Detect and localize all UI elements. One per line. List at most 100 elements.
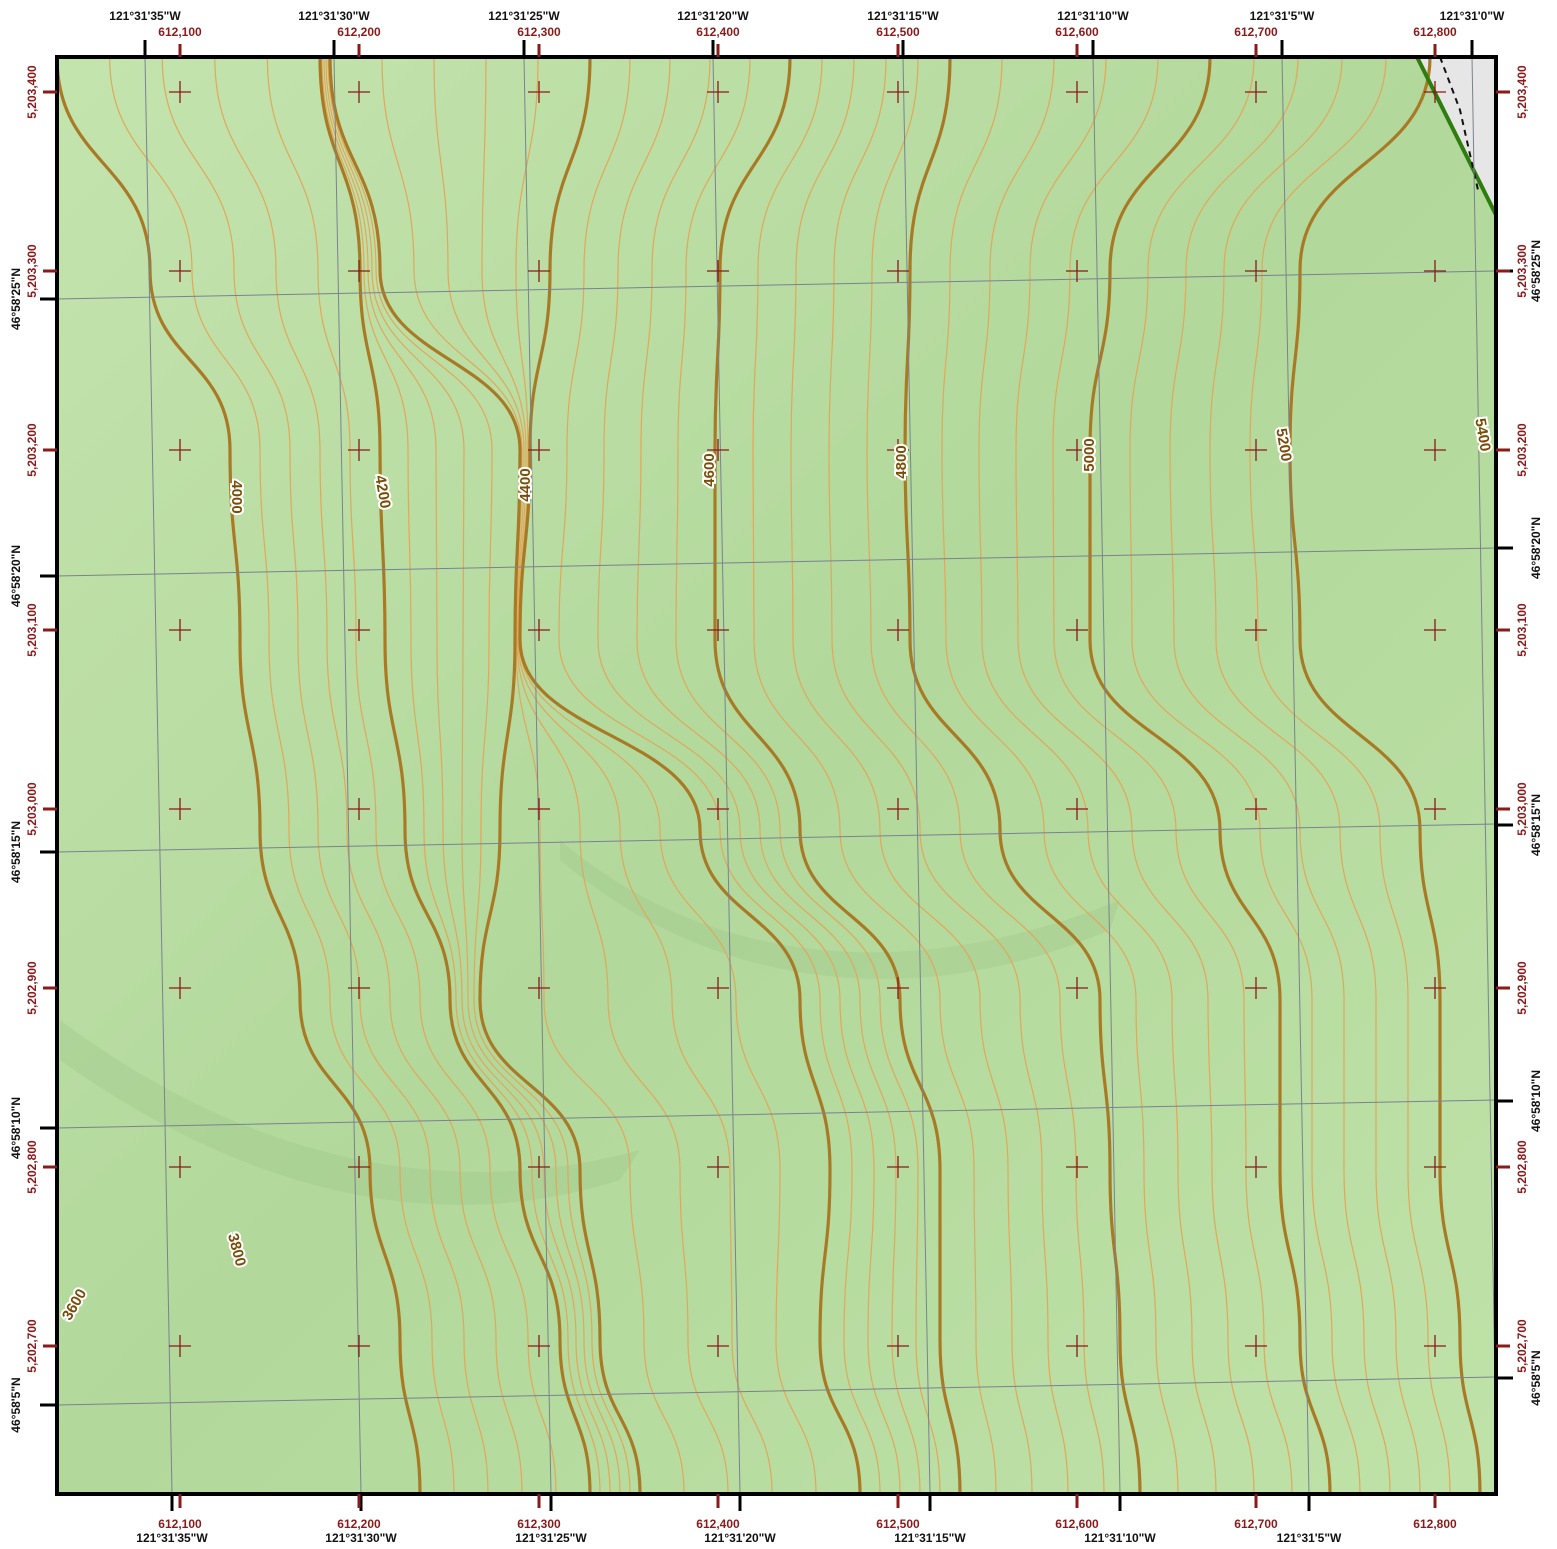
geo-label-bottom: 121°31'35"W (136, 1531, 208, 1545)
index-contours (57, 57, 1482, 1494)
utm-grid-cross (887, 81, 909, 103)
frame-labels: 121°31'35"W 121°31'30"W 121°31'25"W 121°31'… (9, 9, 1543, 1545)
geo-label-bottom: 121°31'15"W (894, 1531, 966, 1545)
minor-contour-line (515, 57, 817, 1494)
geo-label-left: 46°58'15"N (9, 821, 23, 883)
geo-label-right: 46°58'20"N (1529, 517, 1543, 579)
utm-label-right: 5,203,100 (1515, 603, 1529, 657)
utm-grid-cross (1424, 260, 1446, 282)
utm-grid-cross (169, 619, 191, 641)
utm-grid-cross (348, 1335, 370, 1357)
utm-label-right: 5,202,800 (1515, 1140, 1529, 1194)
minor-contour-line (321, 57, 601, 1494)
geo-label-left: 46°58'20"N (9, 545, 23, 607)
utm-grid-cross (1424, 1156, 1446, 1178)
minor-contour-line (433, 57, 729, 1494)
utm-label-top: 612,200 (337, 25, 381, 39)
utm-grid-crosses (169, 81, 1446, 1357)
utm-grid-cross (1245, 977, 1267, 999)
utm-grid-cross (707, 1335, 729, 1357)
geo-label-left: 46°58'25"N (9, 268, 23, 330)
utm-grid-cross (528, 260, 550, 282)
index-contour-line (713, 57, 962, 1494)
utm-grid-cross (1066, 977, 1088, 999)
utm-label-top: 612,600 (1055, 25, 1099, 39)
minor-contour-line (327, 57, 631, 1494)
geo-label-right: 46°58'15"N (1529, 794, 1543, 856)
utm-grid-cross (1424, 619, 1446, 641)
utm-label-right: 5,203,400 (1515, 65, 1529, 119)
geo-label-top: 121°31'5"W (1250, 9, 1315, 23)
geo-label-top: 121°31'30"W (298, 9, 370, 23)
graticule-lines (57, 57, 1496, 1494)
utm-grid-cross (1245, 619, 1267, 641)
utm-grid-cross (1424, 1335, 1446, 1357)
minor-contour-line (325, 57, 621, 1494)
index-contour-line (1088, 57, 1332, 1494)
graticule-meridian (1281, 57, 1310, 1494)
minor-contour-line (941, 57, 1179, 1494)
geo-label-top: 121°31'15"W (867, 9, 939, 23)
minor-contour-line (323, 57, 611, 1494)
graticule-parallel (57, 547, 1496, 577)
utm-label-left: 5,203,300 (25, 244, 39, 298)
utm-grid-cross (1245, 798, 1267, 820)
utm-grid-cross (528, 81, 550, 103)
contour-label: 5000 (1081, 438, 1098, 471)
minor-contour-line (978, 57, 1217, 1494)
utm-grid-cross (707, 1156, 729, 1178)
geo-label-bottom: 121°31'10"W (1084, 1531, 1156, 1545)
utm-grid-cross (528, 1156, 550, 1178)
utm-grid-cross (169, 1335, 191, 1357)
contour-label: 4800 (893, 445, 910, 478)
utm-grid-cross (169, 798, 191, 820)
minor-contour-line (558, 57, 881, 1494)
utm-label-top: 612,300 (517, 25, 561, 39)
ridge-shade (560, 840, 1120, 980)
utm-grid-cross (1424, 977, 1446, 999)
utm-label-left: 5,203,200 (25, 423, 39, 477)
index-contour-line (518, 57, 862, 1494)
utm-grid-cross (887, 798, 909, 820)
utm-label-top: 612,400 (696, 25, 740, 39)
utm-label-left: 5,202,700 (25, 1319, 39, 1373)
utm-label-bottom: 612,300 (517, 1517, 561, 1531)
graticule-meridian (144, 57, 173, 1494)
graticule-meridian (1092, 57, 1121, 1494)
geo-label-top: 121°31'10"W (1057, 9, 1129, 23)
utm-grid-cross (528, 1335, 550, 1357)
graticule-parallel (57, 1376, 1496, 1406)
utm-label-right: 5,203,300 (1515, 244, 1529, 298)
utm-grid-cross (528, 798, 550, 820)
utm-grid-cross (1066, 1156, 1088, 1178)
minor-contour-line (161, 57, 489, 1494)
utm-grid-cross (1245, 1335, 1267, 1357)
boundary-line (1415, 57, 1496, 216)
utm-grid-cross (887, 1335, 909, 1357)
utm-grid-cross (887, 260, 909, 282)
utm-label-right: 5,202,700 (1515, 1319, 1529, 1373)
minor-contour-line (109, 57, 455, 1494)
utm-label-left: 5,203,100 (25, 603, 39, 657)
utm-grid-cross (348, 977, 370, 999)
utm-grid-cross (1066, 260, 1088, 282)
utm-label-left: 5,203,400 (25, 65, 39, 119)
geo-label-top: 121°31'25"W (488, 9, 560, 23)
geo-label-bottom: 121°31'5"W (1277, 1531, 1342, 1545)
utm-grid-cross (1245, 260, 1267, 282)
utm-grid-cross (528, 439, 550, 461)
utm-grid-cross (707, 439, 729, 461)
minor-contours (109, 57, 1451, 1494)
utm-grid-cross (887, 1156, 909, 1178)
minor-contour-line (1249, 57, 1451, 1494)
graticule-parallel (57, 1099, 1496, 1129)
minor-contour-line (675, 57, 941, 1494)
utm-grid-cross (528, 977, 550, 999)
utm-label-bottom: 612,200 (337, 1517, 381, 1531)
utm-label-left: 5,203,000 (25, 782, 39, 836)
utm-label-bottom: 612,500 (876, 1517, 920, 1531)
utm-grid-cross (707, 619, 729, 641)
utm-grid-cross (348, 260, 370, 282)
